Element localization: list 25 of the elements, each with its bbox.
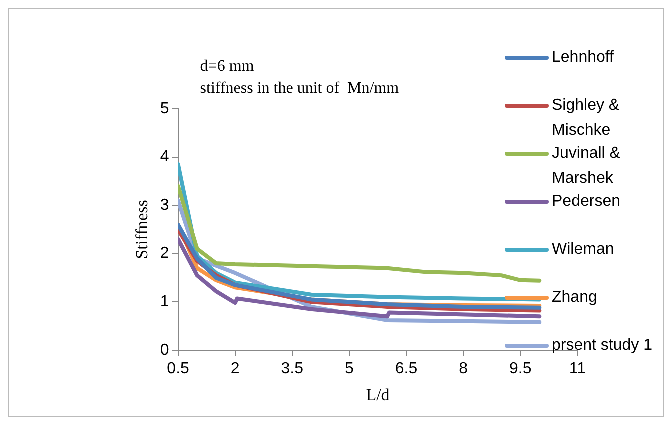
x-tick-label: 6.5 [395, 360, 418, 378]
x-tick-label: 5 [345, 360, 354, 378]
y-tick-label: 4 [160, 148, 170, 166]
legend-label: Zhang [552, 288, 598, 308]
x-tick-label: 8 [459, 360, 468, 378]
x-tick-label: 9.5 [510, 360, 532, 378]
y-tick-label: 1 [160, 294, 170, 311]
legend-label: Wileman [552, 240, 614, 260]
x-tick-label: 0.5 [167, 360, 190, 378]
legend-label: Pedersen [552, 192, 620, 212]
y-axis-title: Stiffness [132, 200, 152, 260]
text: d=6 mm [200, 58, 255, 75]
text: stiffness in the unit of Mn/mm [200, 80, 400, 97]
x-axis-title: L/d [366, 385, 390, 404]
y-tick-label: 2 [160, 245, 170, 262]
x-tick-label: 3.5 [281, 360, 304, 378]
legend-label: Sighley & Mischke [552, 96, 621, 141]
legend-label: Juvinall & Marshek [552, 144, 622, 189]
y-tick-label: 5 [160, 100, 170, 118]
y-tick-label: 3 [160, 196, 170, 214]
legend-label: prsent study 1 [552, 336, 652, 356]
x-tick-label: 11 [569, 360, 586, 378]
legend-label: Lehnhoff [552, 48, 614, 68]
x-tick-label: 2 [230, 360, 240, 378]
y-tick-label: 0 [160, 342, 170, 359]
